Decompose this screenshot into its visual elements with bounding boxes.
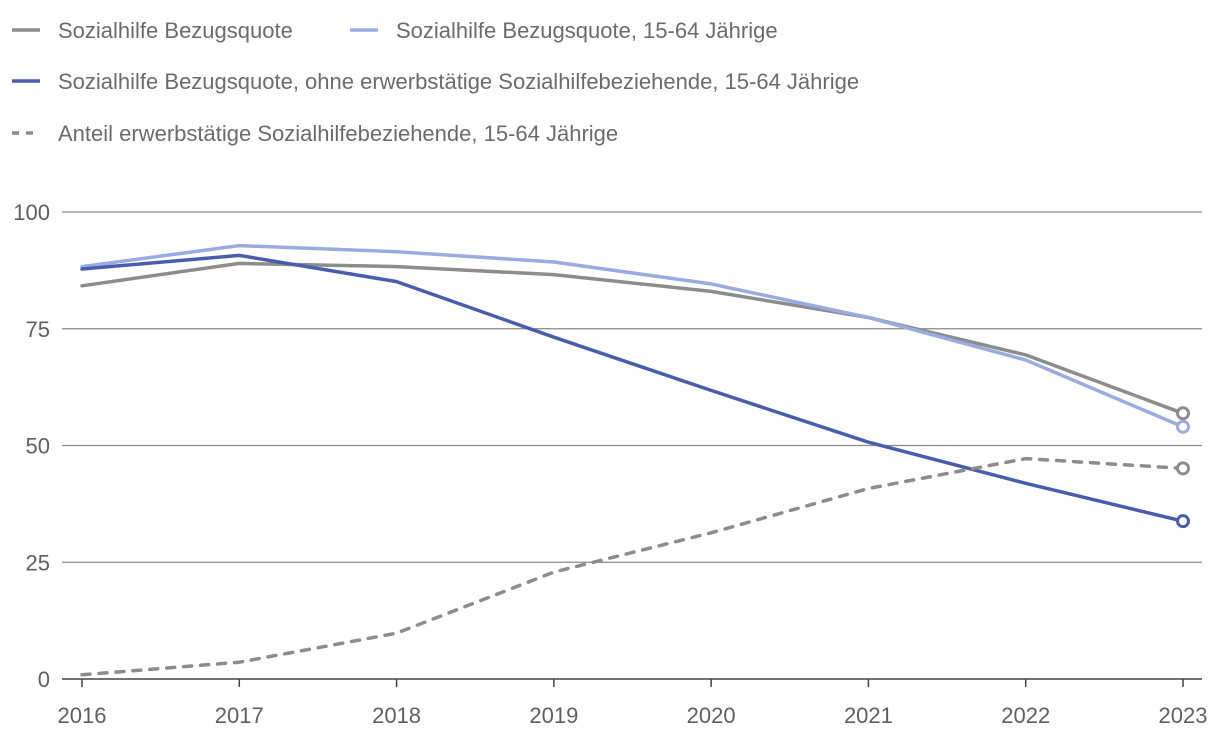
y-tick-label: 100 xyxy=(13,200,50,225)
series-line[interactable] xyxy=(80,253,1185,523)
legend-label: Sozialhilfe Bezugsquote xyxy=(58,18,293,43)
series-line[interactable] xyxy=(80,261,1185,416)
series-end-point[interactable] xyxy=(1176,406,1190,421)
x-axis: 2016 2017 2018 2019 2020 2021 2022 2023 xyxy=(58,678,1208,728)
y-tick-label: 75 xyxy=(26,317,50,342)
series-end-point[interactable] xyxy=(1176,514,1190,529)
legend-item[interactable]: Anteil erwerbstätige Sozialhilfebeziehen… xyxy=(12,121,618,146)
series-lines xyxy=(80,243,1185,677)
x-tick-label: 2019 xyxy=(529,703,578,728)
x-tick-label: 2023 xyxy=(1159,703,1208,728)
y-tick-label: 0 xyxy=(38,667,50,692)
legend-label: Anteil erwerbstätige Sozialhilfebeziehen… xyxy=(58,121,618,146)
legend: Sozialhilfe Bezugsquote Sozialhilfe Bezug… xyxy=(12,18,859,146)
legend-item[interactable]: Sozialhilfe Bezugsquote, ohne erwerbstät… xyxy=(12,69,859,94)
y-axis: 0 25 50 75 100 xyxy=(13,200,50,692)
x-tick-label: 2020 xyxy=(687,703,736,728)
legend-item[interactable]: Sozialhilfe Bezugsquote, 15-64 Jährige xyxy=(350,18,778,43)
x-tick-label: 2022 xyxy=(1001,703,1050,728)
x-tick-label: 2021 xyxy=(844,703,893,728)
x-tick-label: 2017 xyxy=(215,703,264,728)
y-tick-label: 25 xyxy=(26,550,50,575)
x-tick-label: 2016 xyxy=(58,703,107,728)
y-tick-label: 50 xyxy=(26,434,50,459)
series-line[interactable] xyxy=(80,456,1185,677)
gridlines xyxy=(62,211,1202,563)
legend-label: Sozialhilfe Bezugsquote, ohne erwerbstät… xyxy=(58,69,859,94)
series-line[interactable] xyxy=(80,243,1185,429)
series-end-point[interactable] xyxy=(1176,461,1190,476)
end-markers xyxy=(1176,406,1190,529)
series-end-point[interactable] xyxy=(1176,419,1190,434)
x-tick-label: 2018 xyxy=(372,703,421,728)
legend-label: Sozialhilfe Bezugsquote, 15-64 Jährige xyxy=(396,18,778,43)
legend-item[interactable]: Sozialhilfe Bezugsquote xyxy=(12,18,293,43)
